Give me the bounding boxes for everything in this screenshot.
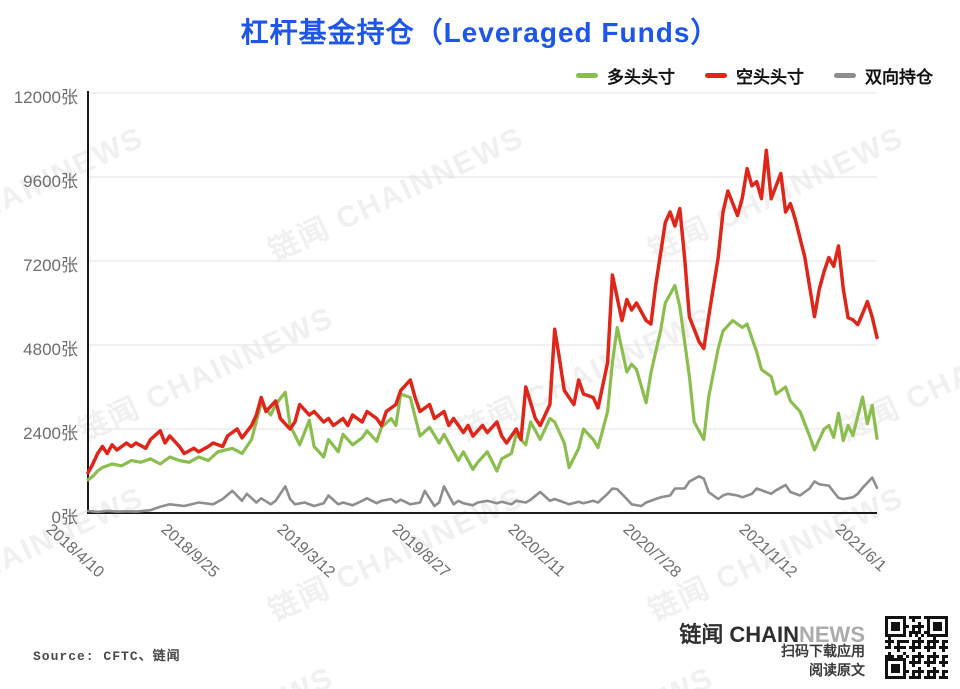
y-axis-label: 4800张 [23, 340, 78, 359]
gridlines [88, 92, 877, 514]
legend-label: 多头头寸 [607, 68, 675, 87]
y-axis-label: 7200张 [23, 256, 78, 275]
qr-caption-line1: 扫码下载应用 [781, 643, 865, 659]
series-line-short-position [86, 148, 879, 475]
logo-en-light-text: NEWS [799, 622, 865, 647]
legend-item-spreading-position[interactable]: 双向持仓 [834, 63, 933, 88]
source-note: Source: CFTC、链闻 [33, 649, 181, 664]
series-line-long-position [86, 283, 879, 482]
y-axis-label: 12000张 [13, 88, 78, 107]
legend-item-short-position[interactable]: 空头头寸 [705, 63, 804, 88]
legend-label: 双向持仓 [865, 68, 933, 87]
qr-caption-line2: 阅读原文 [809, 662, 865, 678]
axes [87, 91, 877, 514]
legend-swatch-short-position [705, 73, 727, 78]
y-axis-label: 9600张 [23, 172, 78, 191]
logo-en-bold-text: CHAIN [729, 622, 799, 647]
legend-item-long-position[interactable]: 多头头寸 [576, 63, 675, 88]
legend: 多头头寸 空头头寸 双向持仓 [576, 63, 933, 88]
chart-title: 杠杆基金持仓（Leveraged Funds） [240, 17, 720, 48]
legend-swatch-long-position [576, 73, 598, 78]
y-axis-label: 0张 [51, 508, 78, 527]
series-line-spreading-position [86, 474, 879, 514]
chainnews-logo: 链闻 CHAINNEWS [679, 617, 865, 649]
y-axis-label: 2400张 [23, 424, 78, 443]
qr-code [885, 616, 948, 679]
legend-swatch-spreading-position [834, 73, 856, 78]
logo-zh-text: 链闻 [679, 622, 724, 647]
legend-label: 空头头寸 [736, 68, 804, 87]
